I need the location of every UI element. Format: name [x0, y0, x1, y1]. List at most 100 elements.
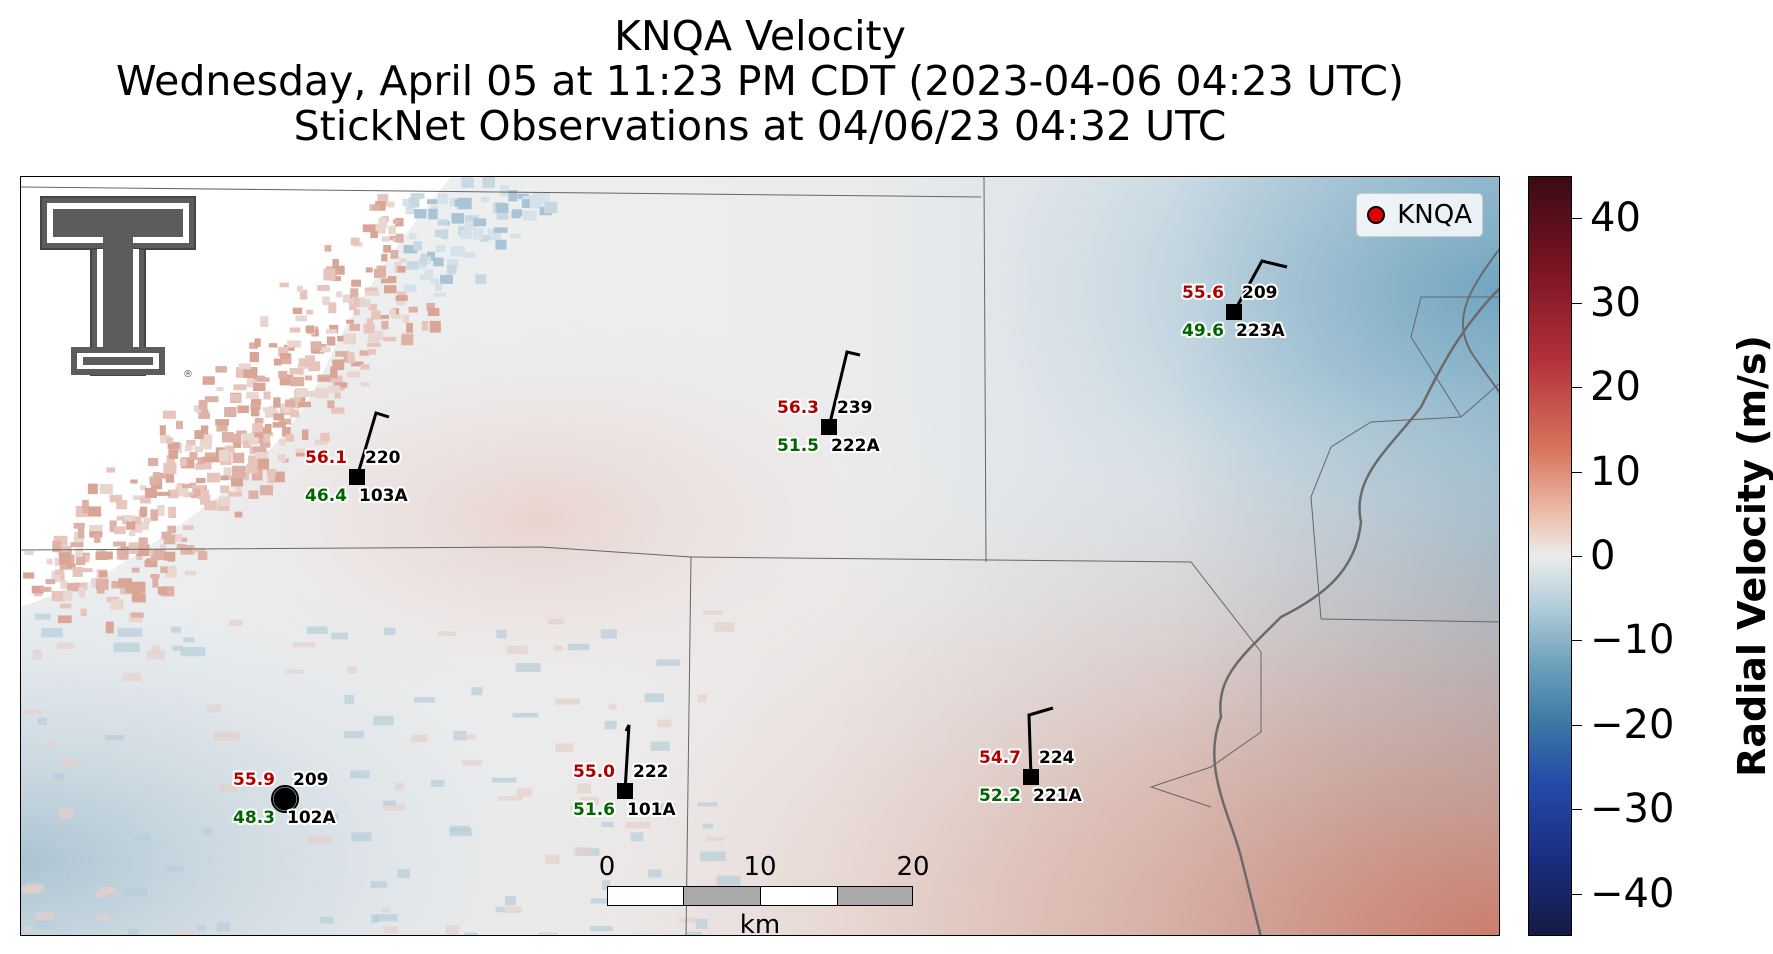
station-wind-direction: 209	[1242, 283, 1278, 303]
radar-gate	[570, 805, 589, 812]
radar-gate	[197, 551, 208, 560]
radar-gate	[89, 525, 103, 535]
radar-gate	[201, 409, 209, 417]
radar-gate	[233, 384, 247, 391]
station-temperature: 56.1	[305, 448, 347, 468]
radar-gate	[390, 314, 402, 319]
radar-gate	[580, 796, 599, 805]
radar-gate	[246, 463, 259, 474]
radar-gate	[234, 511, 243, 518]
radar-gate	[349, 323, 360, 331]
radar-gate	[325, 329, 337, 334]
radar-gate	[601, 821, 614, 828]
radar-gate	[252, 427, 265, 439]
radar-gate	[236, 430, 247, 435]
radar-gate	[371, 914, 380, 923]
radar-gate	[700, 851, 726, 862]
radar-gate	[56, 642, 75, 650]
radar-gate	[82, 554, 90, 563]
radar-gate	[157, 505, 165, 516]
radar-gate	[130, 521, 143, 533]
radar-map[interactable]: ® 56.1 220 46.4 103A 56.3 239 51.5 222A 55.6 209 4…	[20, 176, 1500, 936]
radar-gate	[387, 276, 397, 284]
station-wind-direction: 224	[1039, 748, 1075, 768]
radar-gate	[45, 579, 56, 585]
map-legend: KNQA	[1356, 193, 1483, 237]
radar-gate	[260, 316, 269, 327]
radar-gate	[285, 434, 294, 442]
radar-gate	[25, 883, 45, 892]
station-101A[interactable]: 55.0 222 51.6 101A	[571, 724, 678, 822]
station-102A[interactable]: 55.9 209 48.3 102A	[231, 768, 338, 830]
radar-gate	[136, 544, 150, 556]
radar-gate	[515, 663, 541, 672]
radar-gate	[180, 458, 187, 467]
station-221A[interactable]: 54.7 224 52.2 221A	[977, 706, 1084, 808]
radar-gate	[182, 483, 194, 489]
radar-gate	[255, 450, 269, 459]
station-222A[interactable]: 56.3 239 51.5 222A	[775, 350, 882, 458]
station-103A[interactable]: 56.1 220 46.4 103A	[303, 411, 410, 508]
radar-gate	[263, 391, 271, 400]
radar-gate	[202, 376, 215, 385]
radar-gate	[435, 229, 446, 237]
radar-gate	[371, 204, 381, 211]
stations-layer: 56.1 220 46.4 103A 56.3 239 51.5 222A 55.6 209 49.…	[231, 259, 1287, 830]
radar-gate	[219, 784, 237, 792]
radar-gate	[195, 477, 206, 484]
radar-gate	[197, 457, 205, 465]
radar-gate	[176, 543, 186, 550]
radar-gate	[263, 433, 271, 443]
radar-gate	[58, 573, 65, 581]
radar-gate	[335, 351, 350, 357]
radar-gate	[405, 203, 416, 215]
radar-gate	[216, 421, 228, 432]
radar-gate	[229, 619, 243, 627]
radar-gate	[279, 282, 289, 288]
radar-gate	[508, 190, 518, 202]
radar-gate	[278, 418, 292, 425]
radar-gate	[307, 836, 332, 844]
radar-gate	[230, 394, 241, 402]
radar-gate	[70, 542, 84, 548]
radar-gate	[105, 735, 124, 741]
radar-gate	[233, 442, 242, 448]
radar-gate	[507, 645, 528, 655]
radar-gate	[278, 370, 288, 379]
radar-gate	[360, 382, 370, 387]
radar-gate	[223, 467, 232, 477]
radar-gate	[360, 364, 370, 370]
radar-gate	[296, 285, 303, 292]
radar-gate	[66, 582, 80, 592]
radar-gate	[264, 424, 272, 436]
radar-gate	[131, 516, 142, 525]
scale-tick-0: 0	[598, 852, 616, 882]
radar-gate	[113, 541, 127, 547]
radar-gate	[458, 734, 476, 740]
radar-gate	[232, 465, 246, 478]
radar-gate	[539, 191, 550, 203]
radar-gate	[414, 209, 427, 219]
radar-gate	[334, 392, 341, 399]
radar-gate	[284, 344, 295, 351]
radar-gate	[608, 703, 617, 710]
radar-gate	[365, 290, 380, 296]
radar-gate	[168, 506, 177, 518]
radar-gate	[198, 400, 208, 410]
radar-gate	[32, 649, 42, 660]
radar-gate	[246, 378, 257, 388]
radar-gate	[350, 770, 370, 779]
radar-gate	[324, 245, 332, 252]
radar-gate	[219, 449, 230, 462]
radar-gate	[365, 267, 373, 273]
radar-gate	[499, 185, 510, 197]
station-id: 221A	[1033, 786, 1082, 806]
radar-gate	[41, 627, 63, 638]
radar-gate	[96, 549, 106, 554]
radar-gate	[150, 574, 160, 579]
station-dewpoint: 51.5	[777, 436, 819, 456]
radar-gate	[35, 920, 55, 929]
station-223A[interactable]: 55.6 209 49.6 223A	[1180, 259, 1287, 343]
colorbar-tick-label: 40	[1590, 195, 1641, 242]
radar-gate	[427, 199, 438, 205]
